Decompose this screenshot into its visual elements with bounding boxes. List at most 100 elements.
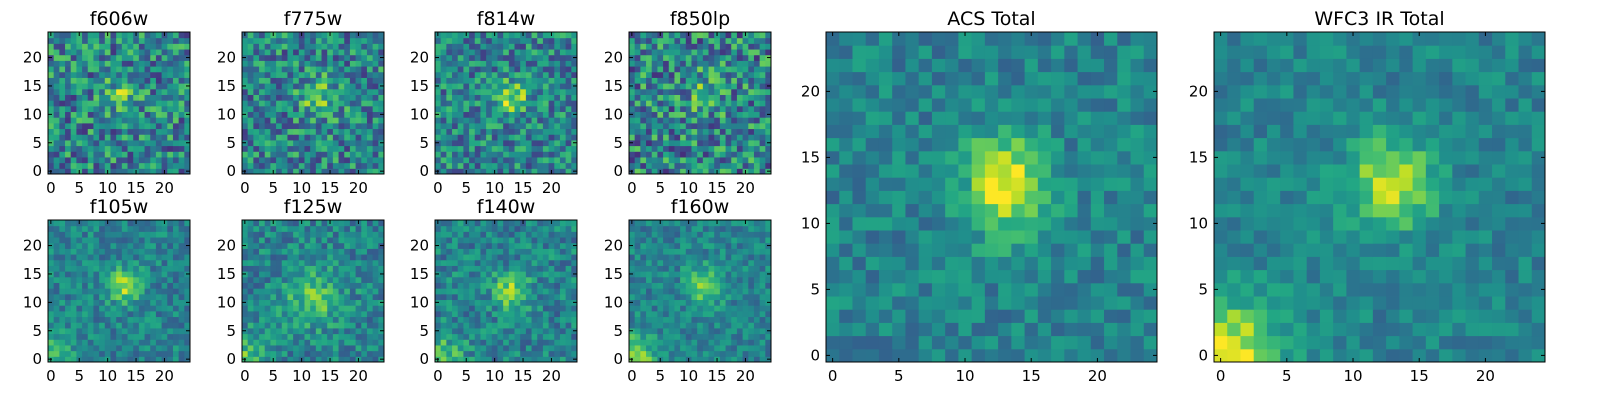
heatmap-cell xyxy=(259,327,266,335)
heatmap-cell xyxy=(53,100,60,107)
heatmap-cell xyxy=(378,282,385,289)
heatmap-cell xyxy=(161,134,168,141)
heatmap-cell xyxy=(474,271,481,278)
heatmap-cell xyxy=(525,339,533,346)
heatmap-cell xyxy=(121,77,129,84)
heatmap-cell xyxy=(651,111,658,118)
heatmap-cell xyxy=(497,43,504,50)
heatmap-cell xyxy=(116,94,123,101)
heatmap-cell xyxy=(702,60,710,67)
heatmap-cell xyxy=(155,168,163,175)
heatmap-cell xyxy=(361,220,368,227)
heatmap-cell xyxy=(646,333,653,340)
heatmap-cell xyxy=(276,276,283,283)
heatmap-cell xyxy=(491,322,498,329)
heatmap-cell xyxy=(731,339,738,346)
heatmap-cell xyxy=(697,151,704,158)
heatmap-cell xyxy=(554,350,561,357)
heatmap-cell xyxy=(514,293,521,301)
heatmap-cell xyxy=(48,231,55,238)
heatmap-cell xyxy=(167,111,174,118)
heatmap-cell xyxy=(270,350,277,357)
heatmap-cell xyxy=(565,105,572,113)
heatmap-cell xyxy=(167,128,174,135)
heatmap-cell xyxy=(629,145,636,152)
heatmap-cell xyxy=(127,43,134,50)
heatmap-cell xyxy=(82,333,89,340)
heatmap-cell xyxy=(167,37,174,44)
heatmap-cell xyxy=(310,299,317,306)
heatmap-cell xyxy=(53,288,60,295)
heatmap-cell xyxy=(281,254,288,261)
heatmap-cell xyxy=(463,305,470,312)
heatmap-cell xyxy=(161,350,168,357)
heatmap-cell xyxy=(304,151,311,158)
heatmap-cell xyxy=(253,237,260,244)
heatmap-cell xyxy=(571,49,578,56)
heatmap-cell xyxy=(457,162,464,169)
heatmap-cell xyxy=(565,117,572,124)
heatmap-cell xyxy=(93,327,100,335)
heatmap-cell xyxy=(753,276,761,283)
heatmap-cell xyxy=(104,139,111,147)
heatmap-cell xyxy=(127,333,134,340)
heatmap-cell xyxy=(59,94,66,101)
heatmap-cell xyxy=(332,322,340,329)
heatmap-cell xyxy=(150,37,157,44)
y-tick-label: 10 xyxy=(604,105,623,123)
heatmap-cell xyxy=(525,100,533,107)
heatmap-cell xyxy=(719,271,727,278)
heatmap-cell xyxy=(537,122,544,130)
heatmap-cell xyxy=(281,350,288,357)
heatmap-cell xyxy=(469,128,476,135)
heatmap-cell xyxy=(525,156,533,164)
heatmap-cell xyxy=(172,43,180,50)
heatmap-cell xyxy=(93,282,100,289)
heatmap-cell xyxy=(457,333,464,340)
heatmap-cell xyxy=(531,225,538,232)
heatmap-cell xyxy=(480,54,487,61)
heatmap-cell xyxy=(338,168,345,175)
heatmap-cell xyxy=(344,310,351,318)
heatmap-cell xyxy=(276,225,283,232)
heatmap-cell xyxy=(446,77,453,84)
heatmap-cell xyxy=(287,299,294,306)
heatmap-cell xyxy=(338,259,345,266)
heatmap-cell xyxy=(548,88,555,95)
heatmap-cell xyxy=(53,322,60,329)
heatmap-cell xyxy=(161,151,168,158)
heatmap-cell xyxy=(70,151,77,158)
heatmap-cell xyxy=(565,220,572,227)
heatmap-cell xyxy=(731,105,738,113)
heatmap-cell xyxy=(548,293,555,301)
heatmap-cell xyxy=(121,128,129,135)
heatmap-cell xyxy=(304,271,311,278)
heatmap-cell xyxy=(247,265,254,272)
heatmap-cell xyxy=(172,356,180,363)
heatmap-cell xyxy=(310,134,317,141)
heatmap-cell xyxy=(446,299,453,306)
heatmap-cell xyxy=(542,276,550,283)
heatmap-cell xyxy=(497,66,504,73)
y-tick-label: 0 xyxy=(32,162,42,180)
heatmap-cell xyxy=(167,322,174,329)
heatmap-cell xyxy=(99,77,106,84)
heatmap-cell xyxy=(304,117,311,124)
heatmap-cell xyxy=(663,134,670,141)
heatmap-cell xyxy=(161,94,168,101)
heatmap-cell xyxy=(184,316,191,323)
heatmap-cell xyxy=(70,322,77,329)
heatmap-cell xyxy=(759,43,766,50)
heatmap-cell xyxy=(70,220,77,227)
heatmap-cell xyxy=(469,71,476,78)
heatmap-cell xyxy=(184,282,191,289)
heatmap-cell xyxy=(144,151,151,158)
heatmap-cell xyxy=(708,111,715,118)
heatmap-cell xyxy=(144,276,151,283)
heatmap-cell xyxy=(93,54,100,61)
heatmap-cell xyxy=(99,310,106,318)
heatmap-cell xyxy=(150,265,157,272)
heatmap-cell xyxy=(714,88,721,95)
heatmap-cell xyxy=(70,49,77,56)
heatmap-cell xyxy=(657,271,664,278)
